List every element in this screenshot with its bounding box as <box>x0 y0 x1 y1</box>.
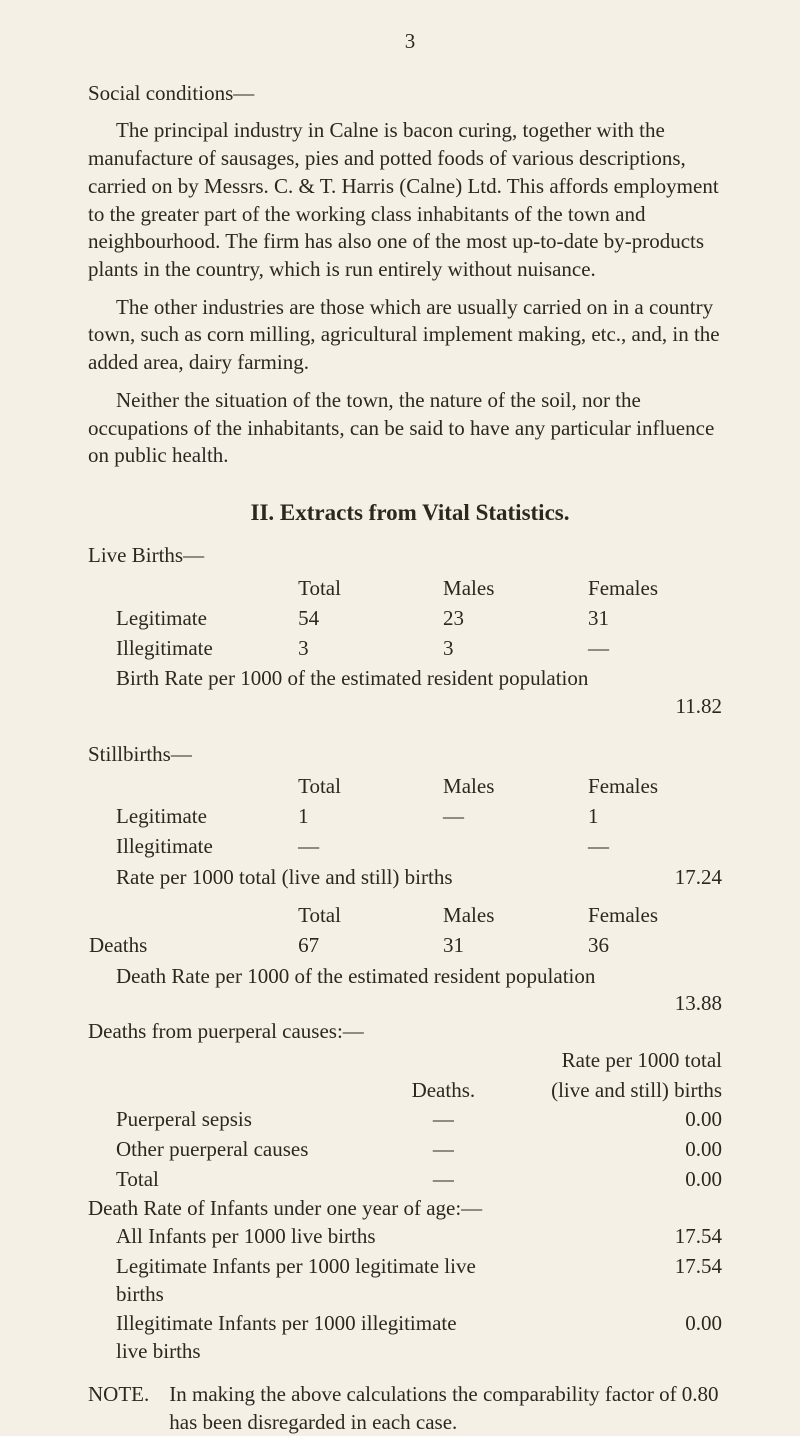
puerperal-heading: Deaths from puerperal causes:— <box>88 1018 732 1046</box>
row-label: Deaths <box>88 931 297 961</box>
cell: 54 <box>297 604 442 634</box>
note-body: In making the above calculations the com… <box>169 1381 732 1436</box>
cell: 0.00 <box>495 1135 732 1165</box>
cell: 36 <box>587 931 732 961</box>
cell: 17.54 <box>479 1252 732 1309</box>
note-tag: NOTE. <box>88 1381 149 1436</box>
cell: 0.00 <box>479 1309 732 1366</box>
col-rate-1: Rate per 1000 total <box>495 1046 732 1076</box>
stillbirth-rate-label: Rate per 1000 total (live and still) bir… <box>88 864 453 892</box>
col-total: Total <box>297 901 442 931</box>
cell: — <box>392 1135 495 1165</box>
table-row: Deaths 67 31 36 <box>88 931 732 961</box>
cell: 17.54 <box>479 1222 732 1252</box>
table-row: Total — 0.00 <box>88 1165 732 1195</box>
cell: 0.00 <box>495 1165 732 1195</box>
table-row: Illegitimate — — <box>88 832 732 862</box>
cell: — <box>392 1105 495 1135</box>
table-row: Illegitimate 3 3 — <box>88 634 732 664</box>
table-row: Illegitimate Infants per 1000 illegitima… <box>88 1309 732 1366</box>
row-label: Illegitimate <box>88 832 297 862</box>
page: 3 Social conditions— The principal indus… <box>0 0 800 1278</box>
stillbirth-rate-value: 17.24 <box>675 864 732 892</box>
cell: — <box>587 832 732 862</box>
col-females: Females <box>587 772 732 802</box>
section-2-heading: II. Extracts from Vital Statistics. <box>88 498 732 528</box>
col-males: Males <box>442 574 587 604</box>
row-label: Other puerperal causes <box>88 1135 392 1165</box>
puerperal-table: Rate per 1000 total Deaths. (live and st… <box>88 1046 732 1195</box>
row-label: Total <box>88 1165 392 1195</box>
table-row: Legitimate 54 23 31 <box>88 604 732 634</box>
live-births-table: Total Males Females Legitimate 54 23 31 … <box>88 574 732 663</box>
death-rate-label: Death Rate per 1000 of the estimated res… <box>88 963 732 991</box>
col-males: Males <box>442 772 587 802</box>
cell: 1 <box>297 802 442 832</box>
stillbirths-table: Total Males Females Legitimate 1 — 1 Ill… <box>88 772 732 861</box>
cell: 23 <box>442 604 587 634</box>
table-header-row: Total Males Females <box>88 901 732 931</box>
cell: 31 <box>587 604 732 634</box>
cell: — <box>297 832 442 862</box>
table-header-row: Total Males Females <box>88 772 732 802</box>
birth-rate-label: Birth Rate per 1000 of the estimated res… <box>88 665 732 693</box>
col-total: Total <box>297 772 442 802</box>
table-header-row: Rate per 1000 total <box>88 1046 732 1076</box>
stillbirth-rate-line: Rate per 1000 total (live and still) bir… <box>88 864 732 892</box>
row-label: Legitimate <box>88 802 297 832</box>
row-label: Legitimate <box>88 604 297 634</box>
cell: — <box>587 634 732 664</box>
cell: — <box>392 1165 495 1195</box>
cell: 1 <box>587 802 732 832</box>
cell: 3 <box>442 634 587 664</box>
cell: — <box>442 802 587 832</box>
row-label: Legitimate Infants per 1000 legitimate l… <box>88 1252 479 1309</box>
stillbirths-label: Stillbirths— <box>88 741 732 769</box>
col-deaths: Deaths. <box>392 1076 495 1106</box>
paragraph-other-industries: The other industries are those which are… <box>88 294 732 377</box>
col-males: Males <box>442 901 587 931</box>
row-label: Illegitimate Infants per 1000 illegitima… <box>88 1309 479 1366</box>
table-row: Legitimate Infants per 1000 legitimate l… <box>88 1252 732 1309</box>
col-total: Total <box>297 574 442 604</box>
table-header-row: Total Males Females <box>88 574 732 604</box>
infant-deaths-table: All Infants per 1000 live births 17.54 L… <box>88 1222 732 1367</box>
cell: 67 <box>297 931 442 961</box>
heading-social-conditions: Social conditions— <box>88 80 732 108</box>
col-females: Females <box>587 901 732 931</box>
cell: 3 <box>297 634 442 664</box>
row-label: Illegitimate <box>88 634 297 664</box>
col-rate-2: (live and still) births <box>495 1076 732 1106</box>
col-females: Females <box>587 574 732 604</box>
row-label: All Infants per 1000 live births <box>88 1222 479 1252</box>
table-row: Other puerperal causes — 0.00 <box>88 1135 732 1165</box>
cell: 0.00 <box>495 1105 732 1135</box>
row-label: Puerperal sepsis <box>88 1105 392 1135</box>
infant-deaths-heading: Death Rate of Infants under one year of … <box>88 1195 732 1223</box>
cell: 31 <box>442 931 587 961</box>
table-row: All Infants per 1000 live births 17.54 <box>88 1222 732 1252</box>
paragraph-public-health: Neither the situation of the town, the n… <box>88 387 732 470</box>
table-row: Legitimate 1 — 1 <box>88 802 732 832</box>
table-header-row: Deaths. (live and still) births <box>88 1076 732 1106</box>
paragraph-industry: The principal industry in Calne is bacon… <box>88 117 732 283</box>
birth-rate-value: 11.82 <box>88 693 732 721</box>
note: NOTE. In making the above calculations t… <box>88 1381 732 1436</box>
death-rate-value: 13.88 <box>88 990 732 1018</box>
page-number: 3 <box>88 28 732 56</box>
deaths-table: Total Males Females Deaths 67 31 36 <box>88 901 732 960</box>
table-row: Puerperal sepsis — 0.00 <box>88 1105 732 1135</box>
cell <box>442 832 587 862</box>
live-births-label: Live Births— <box>88 542 732 570</box>
